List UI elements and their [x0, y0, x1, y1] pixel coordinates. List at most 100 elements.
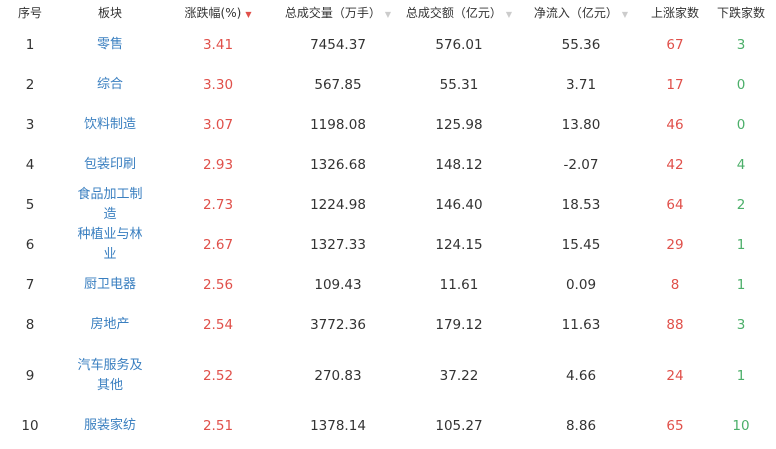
cell-sector[interactable]: 综合 — [96, 77, 123, 92]
cell-down: 0 — [736, 77, 746, 93]
cell-up: 42 — [666, 157, 684, 173]
cell-volume: 567.85 — [314, 77, 362, 93]
cell-idx: 7 — [25, 277, 35, 293]
header-change-label: 涨跌幅(%) — [184, 6, 242, 20]
cell-sector[interactable]: 服装家纺 — [83, 418, 136, 433]
cell-amount: 124.15 — [435, 237, 483, 253]
cell-change: 3.07 — [202, 117, 234, 133]
table-row: 1 零售 3.41 7454.37 576.01 55.36 67 3 — [0, 25, 776, 65]
cell-down: 3 — [736, 37, 746, 53]
header-amount-label: 总成交额（亿元） — [405, 6, 502, 20]
cell-sector[interactable]: 汽车服务及其他 — [77, 357, 143, 393]
header-amount[interactable]: 总成交额（亿元） ▼ — [400, 0, 518, 25]
cell-down: 0 — [736, 117, 746, 133]
sort-icon[interactable]: ▼ — [384, 10, 392, 19]
cell-change: 2.52 — [202, 367, 234, 384]
header-inflow[interactable]: 净流入（亿元） ▼ — [518, 0, 644, 25]
cell-sector[interactable]: 种植业与林业 — [77, 227, 143, 262]
cell-volume: 1326.68 — [310, 157, 366, 173]
cell-up: 46 — [666, 117, 684, 133]
cell-amount: 125.98 — [435, 117, 483, 133]
sort-icon[interactable]: ▼ — [621, 10, 629, 19]
cell-change: 2.93 — [202, 157, 234, 173]
cell-up: 67 — [666, 37, 684, 53]
cell-idx: 4 — [25, 157, 35, 173]
cell-idx: 8 — [25, 317, 35, 333]
cell-amount: 148.12 — [435, 157, 483, 173]
cell-amount: 146.40 — [435, 197, 483, 213]
cell-up: 24 — [666, 367, 684, 384]
cell-sector[interactable]: 厨卫电器 — [83, 277, 136, 292]
cell-amount: 576.01 — [435, 37, 483, 53]
cell-up: 17 — [666, 77, 684, 93]
cell-up: 29 — [666, 237, 684, 253]
cell-inflow: 0.09 — [565, 277, 597, 293]
cell-sector[interactable]: 食品加工制造 — [77, 187, 143, 222]
cell-idx: 3 — [25, 117, 35, 133]
cell-volume: 7454.37 — [310, 37, 366, 53]
cell-inflow: 13.80 — [561, 117, 601, 133]
cell-idx: 1 — [25, 37, 35, 53]
cell-down: 10 — [732, 418, 750, 434]
cell-volume: 3772.36 — [310, 317, 366, 333]
cell-sector[interactable]: 房地产 — [90, 317, 130, 332]
cell-change: 2.51 — [202, 418, 234, 434]
cell-inflow: 4.66 — [565, 367, 597, 384]
cell-down: 4 — [736, 157, 746, 173]
cell-sector[interactable]: 饮料制造 — [83, 117, 136, 132]
cell-down: 2 — [736, 197, 746, 213]
cell-down: 3 — [736, 317, 746, 333]
header-volume[interactable]: 总成交量（万手） ▼ — [276, 0, 400, 25]
cell-change: 2.56 — [202, 277, 234, 293]
cell-idx: 2 — [25, 77, 35, 93]
header-inflow-label: 净流入（亿元） — [533, 6, 618, 20]
cell-volume: 1224.98 — [310, 197, 366, 213]
cell-change: 2.73 — [202, 197, 234, 213]
header-change[interactable]: 涨跌幅(%) ▼ — [160, 0, 276, 25]
cell-inflow: 11.63 — [561, 317, 601, 333]
cell-amount: 11.61 — [439, 277, 479, 293]
cell-up: 64 — [666, 197, 684, 213]
cell-inflow: 3.71 — [565, 77, 597, 93]
cell-idx: 6 — [25, 237, 35, 253]
cell-inflow: 18.53 — [561, 197, 601, 213]
table-row: 7 厨卫电器 2.56 109.43 11.61 0.09 8 1 — [0, 265, 776, 305]
cell-amount: 179.12 — [435, 317, 483, 333]
cell-down: 1 — [736, 237, 746, 253]
table-row: 3 饮料制造 3.07 1198.08 125.98 13.80 46 0 — [0, 105, 776, 145]
cell-down: 1 — [736, 367, 746, 384]
sort-desc-icon[interactable]: ▼ — [245, 10, 252, 19]
cell-idx: 10 — [21, 418, 39, 434]
cell-inflow: 55.36 — [561, 37, 601, 53]
cell-sector[interactable]: 零售 — [96, 37, 123, 52]
cell-up: 88 — [666, 317, 684, 333]
cell-volume: 1327.33 — [310, 237, 366, 253]
header-up: 上涨家数 — [650, 6, 699, 20]
cell-change: 2.67 — [202, 237, 234, 253]
cell-change: 3.41 — [202, 37, 234, 53]
table-row: 4 包装印刷 2.93 1326.68 148.12 -2.07 42 4 — [0, 145, 776, 185]
table-row: 6 种植业与林业 2.67 1327.33 124.15 15.45 29 1 — [0, 225, 776, 265]
table-row: 8 房地产 2.54 3772.36 179.12 11.63 88 3 — [0, 305, 776, 345]
cell-sector[interactable]: 包装印刷 — [83, 157, 136, 172]
table-row: 5 食品加工制造 2.73 1224.98 146.40 18.53 64 2 — [0, 185, 776, 225]
cell-volume: 1378.14 — [310, 418, 366, 434]
cell-down: 1 — [736, 277, 746, 293]
cell-idx: 9 — [25, 367, 35, 384]
table-row: 2 综合 3.30 567.85 55.31 3.71 17 0 — [0, 65, 776, 105]
cell-amount: 105.27 — [435, 418, 483, 434]
cell-up: 8 — [670, 277, 680, 293]
cell-volume: 109.43 — [314, 277, 362, 293]
cell-volume: 270.83 — [314, 367, 362, 384]
cell-inflow: 8.86 — [565, 418, 597, 434]
header-idx: 序号 — [17, 6, 42, 20]
header-down: 下跌家数 — [716, 6, 765, 20]
cell-up: 65 — [666, 418, 684, 434]
table-row: 9 汽车服务及其他 2.52 270.83 37.22 4.66 24 1 — [0, 345, 776, 406]
table-row: 10 服装家纺 2.51 1378.14 105.27 8.86 65 10 — [0, 406, 776, 446]
sort-icon[interactable]: ▼ — [505, 10, 513, 19]
cell-change: 2.54 — [202, 317, 234, 333]
cell-change: 3.30 — [202, 77, 234, 93]
header-row: 序号 板块 涨跌幅(%) ▼ 总成交量（万手） ▼ 总成交额（亿元） ▼ 净流入（亿元… — [0, 0, 776, 25]
cell-amount: 37.22 — [439, 367, 479, 384]
